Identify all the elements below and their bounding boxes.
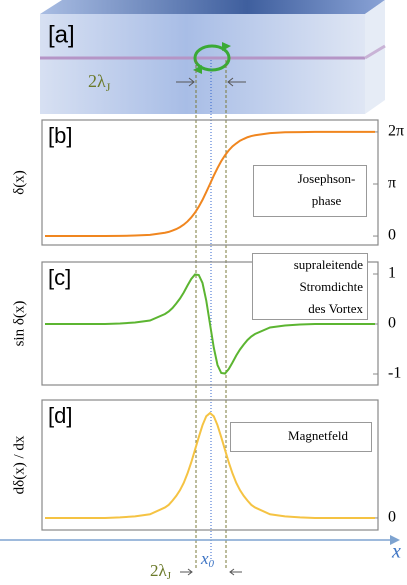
x-axis-arrow: [390, 535, 400, 545]
width-arrows: [180, 568, 242, 576]
panel-a: [a] 2λJ: [40, 0, 386, 114]
y-axis-label: δ(x): [11, 170, 27, 195]
panel-label: [d]: [48, 403, 72, 428]
y-tick-label: 0: [388, 227, 396, 244]
y-tick-label: π: [388, 175, 396, 192]
x-axis-label: x: [391, 541, 401, 563]
width-main: 2λ: [150, 561, 168, 580]
bar-side: [365, 0, 385, 114]
legend-label: supraleitende Stromdichte des Vortex: [293, 257, 363, 316]
panel-frame: [41, 399, 379, 531]
y-tick-label: 2π: [388, 123, 404, 140]
panel-label: [b]: [48, 123, 72, 148]
width-label: 2λJ: [150, 561, 172, 582]
y-tick-label: 0: [388, 315, 396, 332]
vortex-arrows: [193, 42, 231, 74]
width-sub: J: [167, 570, 172, 582]
width-sub: J: [106, 80, 111, 94]
y-tick-label: -1: [388, 365, 401, 382]
y-tick-label: 0: [388, 509, 396, 526]
y-tick-label: 1: [388, 265, 396, 282]
center-main: x: [200, 549, 209, 568]
junction-side: [364, 44, 386, 60]
legend-label: Josephson- phase: [297, 171, 356, 208]
y-axis-label: sin δ(x): [11, 301, 27, 347]
vortex: [193, 44, 231, 72]
center-label: x0: [200, 549, 215, 570]
panel-label: [c]: [48, 265, 71, 290]
legend: Josephson- phase: [253, 165, 367, 217]
line: [45, 411, 375, 519]
legend: supraleitende Stromdichte des Vortex: [252, 253, 368, 320]
legend: Magnetfeld: [230, 422, 372, 452]
panel-label: [a]: [48, 21, 75, 48]
line: [45, 130, 375, 238]
width-label: 2λJ: [88, 71, 111, 94]
panel-frame: [41, 119, 379, 246]
bar-top: [40, 0, 385, 14]
width-arrows: [176, 77, 246, 87]
line: [45, 273, 375, 375]
width-main: 2λ: [88, 71, 106, 91]
y-axis-label: dδ(x) / dx: [11, 435, 27, 494]
center-sub: 0: [209, 558, 215, 570]
bar-front: [40, 14, 365, 114]
legend-label: Magnetfeld: [288, 428, 348, 443]
